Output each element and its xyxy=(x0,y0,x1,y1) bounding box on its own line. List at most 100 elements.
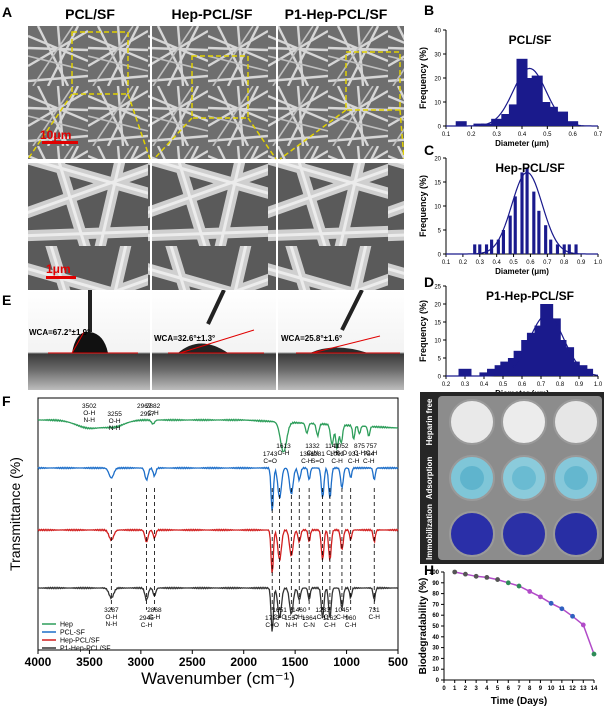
hist-c-y-label: Frequency (%) xyxy=(418,175,428,237)
hist-b-x-tick-label: 0.3 xyxy=(492,132,501,138)
hist-c-x-tick-label: 0.6 xyxy=(526,260,535,266)
ftir-bottom-annotation: C=O xyxy=(273,614,287,621)
ftir-top-annotation: O-H xyxy=(83,410,95,417)
bio-y-tick-label: 40 xyxy=(432,635,439,641)
ftir-bottom-annotation: C=O xyxy=(265,622,279,629)
bio-x-tick-label: 3 xyxy=(474,686,478,692)
hist-d-x-tick-label: 0.7 xyxy=(537,382,546,388)
ftir-top-annotation: 1281 xyxy=(310,451,325,458)
ftir-top-annotation: 2882 xyxy=(146,403,161,410)
ftir-series-1 xyxy=(37,466,399,511)
hist-b-y-tick-label: 40 xyxy=(434,29,441,35)
sem-low-mag-p1-hep-pcl-sf xyxy=(278,26,404,159)
hist-c-y-tick-label: 20 xyxy=(434,157,441,163)
hist-c-bar xyxy=(567,244,571,254)
bio-data-point xyxy=(473,573,479,579)
ftir-x-tick-label: 3000 xyxy=(128,655,155,669)
scale-bar-bottom-label: 1μm xyxy=(46,262,71,276)
hist-b-bar xyxy=(539,102,551,126)
ftir-legend-label: P1-Hep-PCL/SF xyxy=(60,646,111,653)
bio-data-point xyxy=(591,651,597,657)
ftir-bottom-annotation: C-H xyxy=(345,622,357,629)
ftir-top-annotation: 2937 xyxy=(140,411,155,418)
sem-high-mag-p1-hep-pcl-sf xyxy=(278,163,404,292)
ftir-x-tick-label: 2000 xyxy=(230,655,257,669)
plate-label-adsorption: Adsorption xyxy=(425,457,434,500)
hist-b-title: PCL/SF xyxy=(509,33,552,47)
bio-x-tick-label: 1 xyxy=(453,686,457,692)
ftir-top-annotation: C-H xyxy=(301,458,313,465)
hist-c-bar xyxy=(490,239,494,254)
hist-c-bar xyxy=(484,244,489,254)
bio-y-tick-label: 60 xyxy=(432,613,439,619)
hist-b-bar xyxy=(501,114,513,126)
zoom-box-markers xyxy=(28,31,404,160)
bio-x-tick-label: 14 xyxy=(591,686,598,692)
hist-c-bar xyxy=(473,244,477,254)
bio-data-point xyxy=(484,575,490,580)
hist-d-title: P1-Hep-PCL/SF xyxy=(486,289,574,303)
hist-b-bar xyxy=(491,118,503,126)
hist-c-bar xyxy=(496,239,500,254)
ftir-x-tick-label: 500 xyxy=(388,655,408,669)
ftir-bottom-annotation: N-H xyxy=(286,622,298,629)
bio-data-point xyxy=(559,606,565,612)
ftir-top-annotation: C-H xyxy=(331,458,343,465)
ftir-bottom-annotation: -CH₂- xyxy=(291,614,307,621)
bio-data-point xyxy=(580,622,586,628)
hist-d-x-tick-label: 0.2 xyxy=(442,382,451,388)
hist-c-x-tick-label: 0.9 xyxy=(577,260,586,266)
hist-c-y-tick-label: 15 xyxy=(434,181,441,187)
ftir-top-annotation: O-H xyxy=(278,450,290,457)
hist-b-x-tick-label: 0.6 xyxy=(568,132,577,138)
hist-c-y-tick-label: 0 xyxy=(438,253,442,259)
hist-c-fit-curve xyxy=(446,171,598,255)
sem-low-mag-hep-pcl-sf xyxy=(152,26,276,159)
hist-b-y-tick-label: 20 xyxy=(434,77,441,83)
sem-high-mag-hep-pcl-sf xyxy=(152,163,276,292)
ftir-top-annotation: 1332 xyxy=(305,443,320,450)
ftir-top-annotation: 1743 xyxy=(263,451,278,458)
bio-data-point xyxy=(516,583,522,589)
bio-x-tick-label: 12 xyxy=(569,686,576,692)
hist-b-y-tick-label: 0 xyxy=(438,125,442,131)
bio-data-point xyxy=(505,580,511,586)
hist-c-bar xyxy=(537,210,541,254)
ftir-bottom-annotation: 1162 xyxy=(323,615,337,622)
hist-d-x-tick-label: 0.8 xyxy=(556,382,565,388)
bio-x-label: Time (Days) xyxy=(491,696,548,707)
ftir-bottom-annotation: 2868 xyxy=(147,607,162,614)
hist-d-x-tick-label: 0.5 xyxy=(499,382,508,388)
hist-b-fit-curve xyxy=(446,67,598,127)
hist-c-title: Hep-PCL/SF xyxy=(495,161,564,175)
ftir-bottom-annotation: 1537 xyxy=(284,615,299,622)
hist-d-y-tick-label: 0 xyxy=(438,375,442,381)
hist-c-bar xyxy=(525,167,529,254)
bio-x-tick-label: 13 xyxy=(580,686,587,692)
ftir-x-label: Wavenumber (cm⁻¹) xyxy=(141,669,295,688)
hist-c-bar xyxy=(478,244,482,254)
scale-bar-top-label: 10μm xyxy=(40,128,72,142)
ftir-series-0 xyxy=(37,418,399,453)
hist-c-y-tick-label: 5 xyxy=(438,229,442,235)
bio-y-tick-label: 10 xyxy=(432,667,439,673)
hist-b-bar xyxy=(508,104,520,126)
droplet-hep-pcl-sf xyxy=(178,343,228,353)
bio-series-line xyxy=(454,571,595,655)
wca-label-hep-pcl-sf: WCA=32.6°±1.3° xyxy=(154,334,216,343)
ftir-top-annotation: C-H xyxy=(363,458,375,465)
hist-d-bar xyxy=(458,368,472,376)
sem-column-title-p1-hep-pcl-sf: P1-Hep-PCL/SF xyxy=(284,6,388,22)
hist-b-x-tick-label: 0.5 xyxy=(543,132,552,138)
hist-c-bar xyxy=(501,230,505,254)
bio-y-tick-label: 0 xyxy=(436,678,440,684)
histogram-p1-hep-pcl-sf: 0 5 10 15 20 25 0.2 0.3 0.4 0.5 0.6 0.7 0.8 0.9 1.0 P1-… xyxy=(418,285,603,399)
ftir-top-annotation: 1141 xyxy=(325,443,339,450)
contact-angle-images xyxy=(28,290,404,390)
ftir-bottom-annotation: C-H xyxy=(149,614,161,621)
ftir-top-annotation: N-H xyxy=(109,425,121,432)
sem-high-mag-pcl-sf xyxy=(28,163,150,292)
panel-label-d: D xyxy=(424,274,435,290)
bio-y-tick-label: 90 xyxy=(432,581,439,587)
hist-c-x-tick-label: 0.5 xyxy=(509,260,518,266)
